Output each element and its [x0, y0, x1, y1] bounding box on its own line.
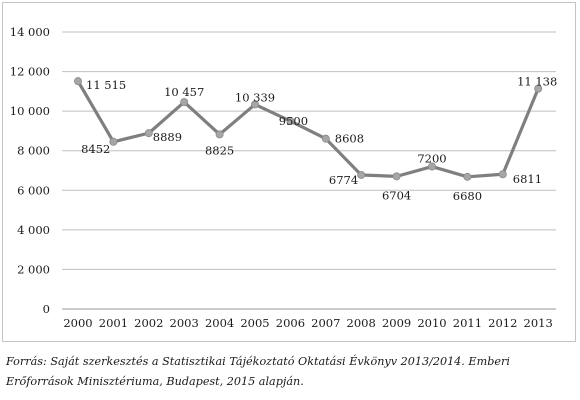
data-label: 6680 — [453, 189, 482, 203]
data-point — [109, 137, 118, 146]
data-label: 10 457 — [164, 85, 204, 99]
data-label: 10 339 — [235, 90, 275, 104]
data-point — [74, 77, 83, 86]
x-tick-label: 2007 — [311, 316, 340, 330]
x-tick-label: 2003 — [170, 316, 199, 330]
y-tick-label: 12 000 — [10, 65, 50, 79]
data-label: 6811 — [513, 172, 542, 186]
data-point — [357, 170, 366, 179]
gridlines — [62, 31, 556, 310]
y-axis-tick-labels: 0 2 000 4 000 6 000 8 000 10 000 12 000 14 000 — [10, 25, 50, 316]
data-label: 8825 — [205, 143, 234, 157]
x-tick-label: 2000 — [63, 316, 92, 330]
x-tick-label: 2009 — [382, 316, 411, 330]
data-point — [286, 117, 295, 126]
data-point — [144, 129, 153, 138]
x-tick-label: 2005 — [240, 316, 269, 330]
x-axis-tick-labels: 2000 2001 2002 2003 2004 2005 2006 2007 2008 2009… — [63, 316, 552, 330]
source-note: Forrás: Saját szerkesztés a Statisztikai… — [6, 355, 510, 388]
x-tick-label: 2010 — [417, 316, 446, 330]
data-point — [321, 134, 330, 143]
y-tick-label: 10 000 — [10, 104, 50, 118]
series-polyline — [76, 79, 540, 179]
chart-frame — [2, 2, 576, 342]
data-label: 11 515 — [86, 78, 126, 92]
x-tick-label: 2012 — [488, 316, 517, 330]
data-point — [392, 172, 401, 181]
data-label: 8889 — [153, 130, 182, 144]
y-tick-label: 6 000 — [17, 183, 50, 197]
data-label: 7200 — [417, 152, 446, 166]
x-tick-label: 2013 — [524, 316, 553, 330]
data-point — [463, 172, 472, 181]
data-points — [74, 77, 543, 181]
y-tick-label: 14 000 — [10, 25, 50, 39]
data-point — [250, 100, 259, 109]
data-point — [498, 170, 507, 179]
data-label: 8452 — [81, 142, 110, 156]
data-label: 9500 — [279, 114, 308, 128]
data-point — [180, 98, 189, 107]
x-tick-label: 2002 — [134, 316, 163, 330]
data-labels: 11 515 8452 8889 10 457 8825 10 339 9500 8608 67… — [81, 75, 557, 203]
x-tick-label: 2006 — [276, 316, 305, 330]
data-point — [534, 84, 543, 93]
data-label: 6774 — [329, 173, 358, 187]
data-label: 8608 — [335, 132, 364, 146]
series-line — [76, 79, 540, 179]
x-tick-label: 2004 — [205, 316, 234, 330]
data-label: 11 138 — [517, 75, 557, 89]
x-tick-label: 2001 — [99, 316, 128, 330]
x-tick-label: 2011 — [453, 316, 482, 330]
data-label: 6704 — [382, 188, 411, 202]
y-tick-label: 8 000 — [17, 144, 50, 158]
y-tick-label: 4 000 — [17, 223, 50, 237]
data-point — [427, 162, 436, 171]
y-tick-label: 2 000 — [17, 262, 50, 276]
y-tick-label: 0 — [43, 302, 50, 316]
x-tick-label: 2008 — [347, 316, 376, 330]
data-point — [215, 130, 224, 139]
